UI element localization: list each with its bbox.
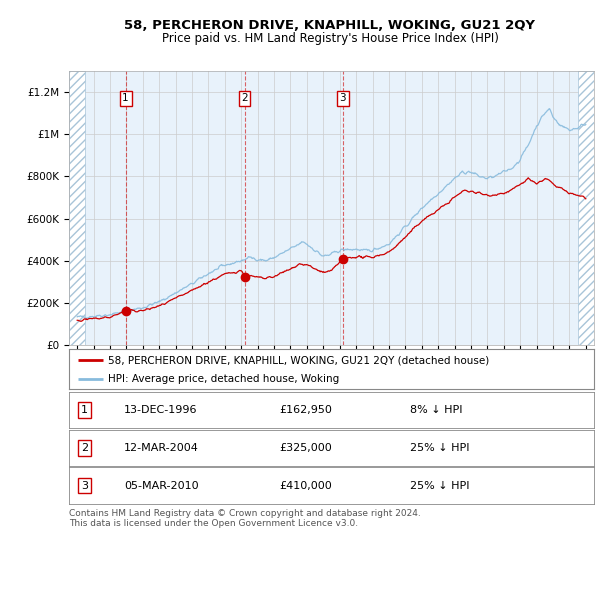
Text: £325,000: £325,000 <box>279 443 332 453</box>
Text: 1: 1 <box>81 405 88 415</box>
Text: 25% ↓ HPI: 25% ↓ HPI <box>410 443 470 453</box>
Text: Price paid vs. HM Land Registry's House Price Index (HPI): Price paid vs. HM Land Registry's House … <box>161 32 499 45</box>
Text: 2: 2 <box>241 93 248 103</box>
Bar <box>578 71 594 345</box>
Text: 13-DEC-1996: 13-DEC-1996 <box>124 405 197 415</box>
Text: 2: 2 <box>81 443 88 453</box>
Text: 25% ↓ HPI: 25% ↓ HPI <box>410 481 470 490</box>
Text: 1: 1 <box>122 93 129 103</box>
Text: HPI: Average price, detached house, Woking: HPI: Average price, detached house, Woki… <box>109 373 340 384</box>
Text: 58, PERCHERON DRIVE, KNAPHILL, WOKING, GU21 2QY (detached house): 58, PERCHERON DRIVE, KNAPHILL, WOKING, G… <box>109 355 490 365</box>
Text: 58, PERCHERON DRIVE, KNAPHILL, WOKING, GU21 2QY: 58, PERCHERON DRIVE, KNAPHILL, WOKING, G… <box>125 19 536 32</box>
Text: 05-MAR-2010: 05-MAR-2010 <box>124 481 199 490</box>
Text: 3: 3 <box>340 93 346 103</box>
Text: Contains HM Land Registry data © Crown copyright and database right 2024.
This d: Contains HM Land Registry data © Crown c… <box>69 509 421 528</box>
Text: 12-MAR-2004: 12-MAR-2004 <box>124 443 199 453</box>
Text: £162,950: £162,950 <box>279 405 332 415</box>
Text: 3: 3 <box>81 481 88 490</box>
Text: £410,000: £410,000 <box>279 481 332 490</box>
Text: 8% ↓ HPI: 8% ↓ HPI <box>410 405 463 415</box>
Bar <box>69 71 85 345</box>
